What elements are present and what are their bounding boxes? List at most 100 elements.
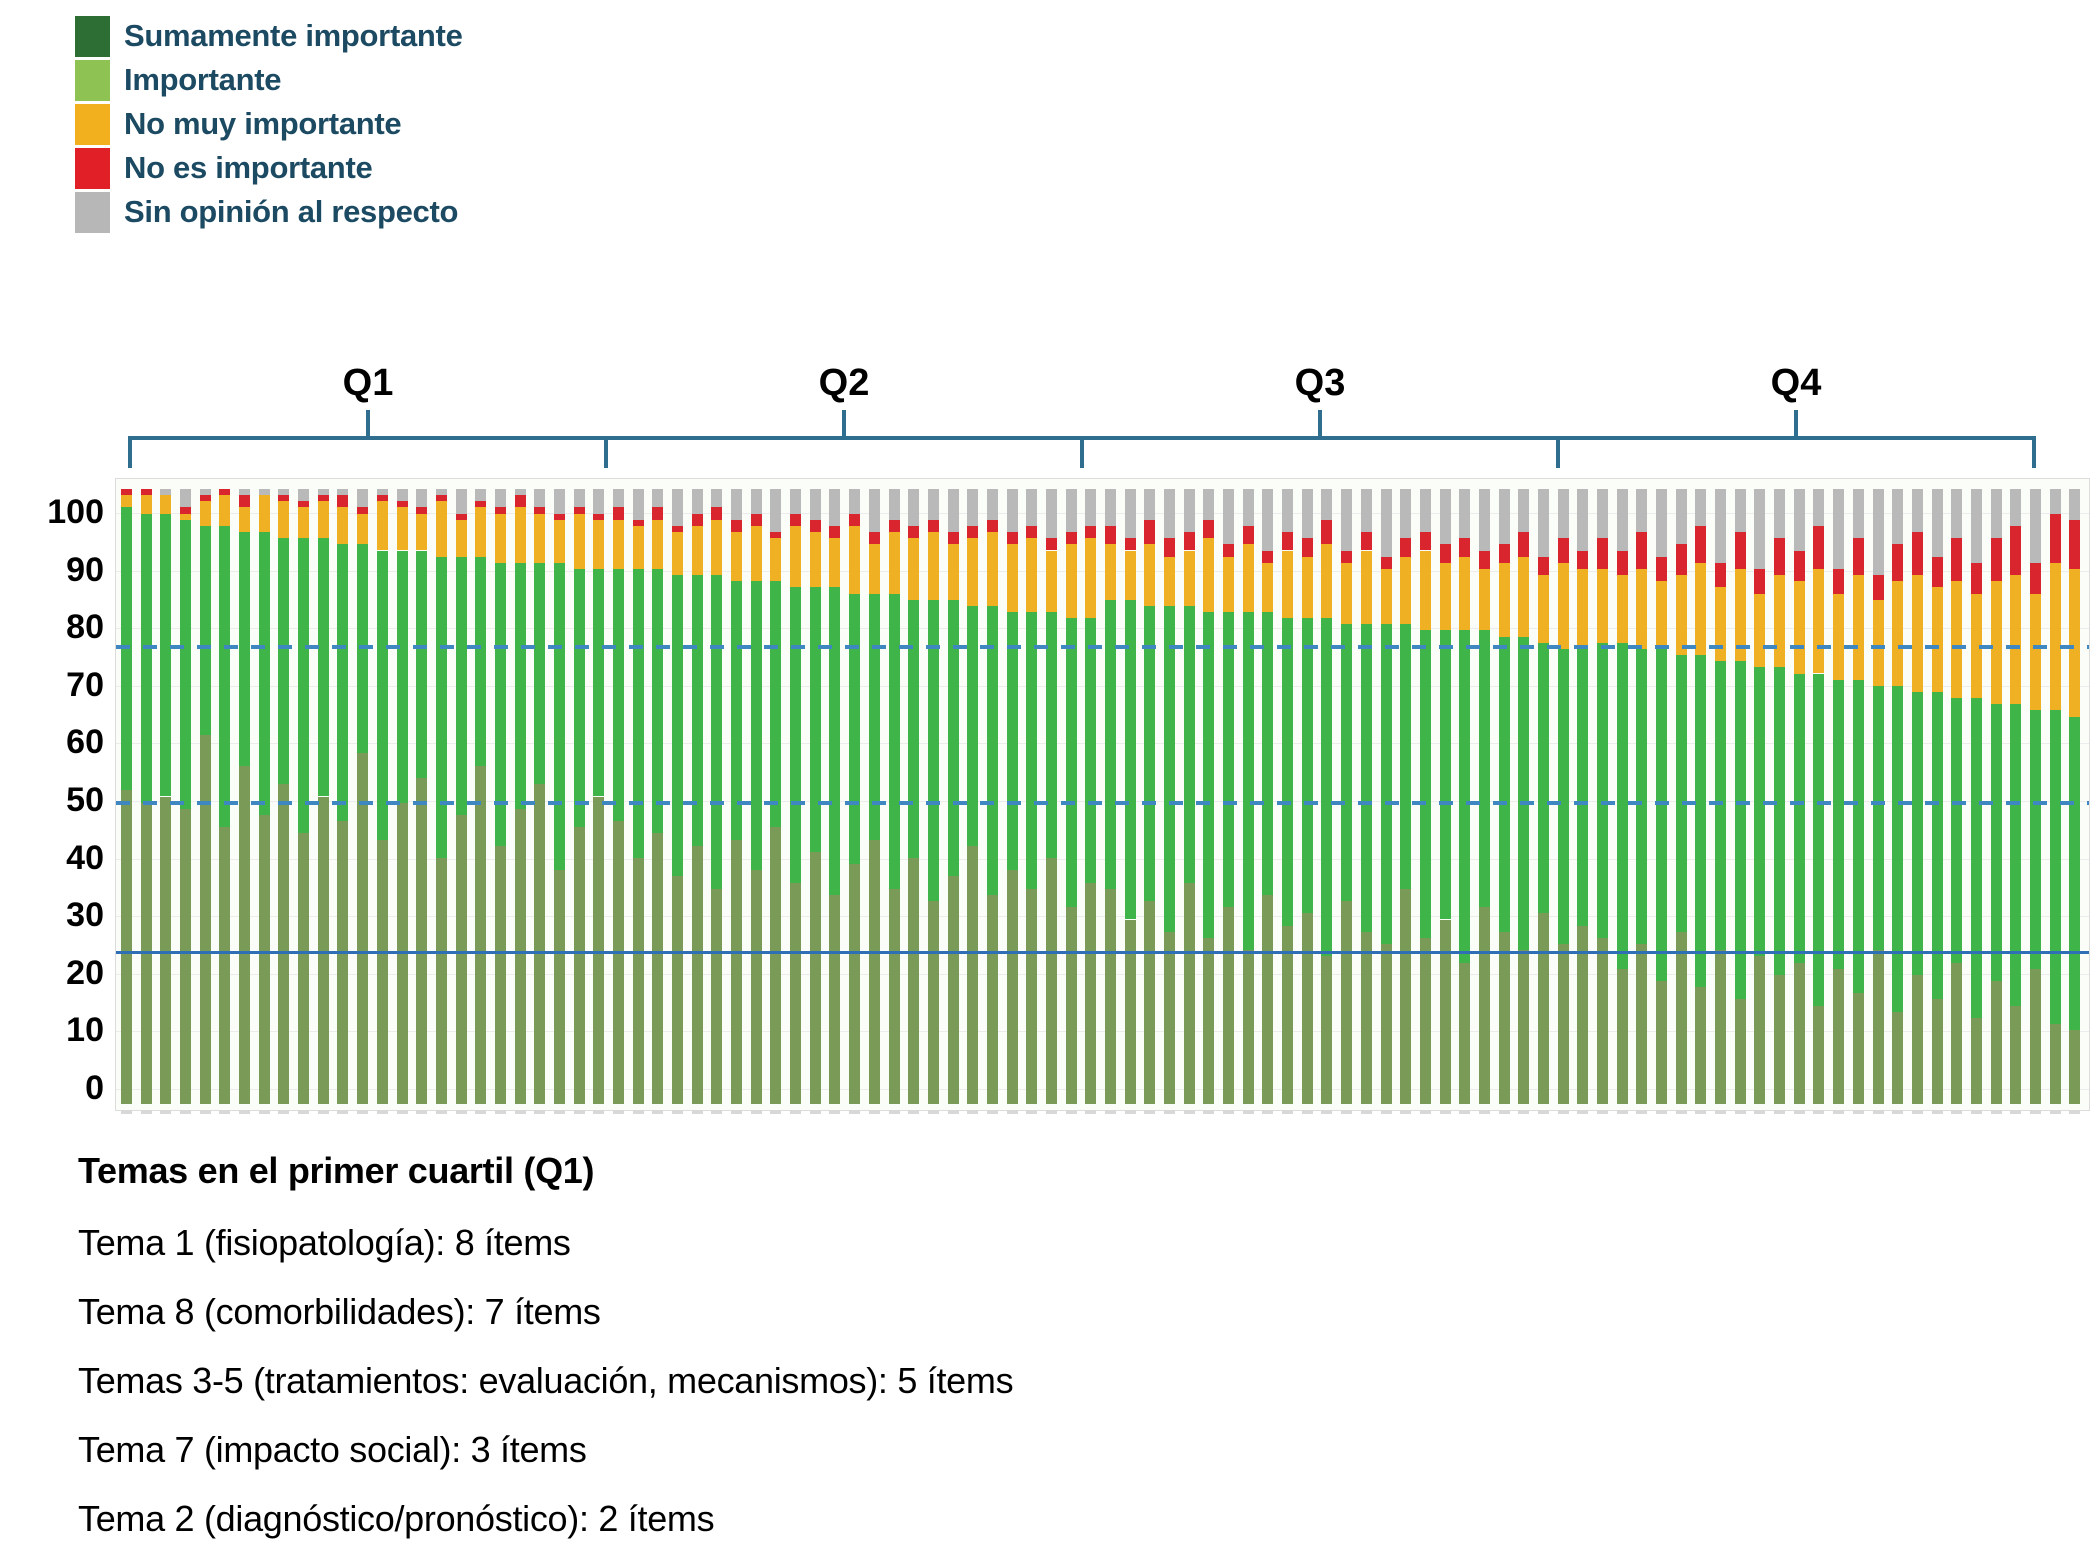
bar-segment: [1026, 525, 1038, 539]
x-tick-smudge: [1518, 1110, 1530, 1114]
bar-segment: [317, 538, 329, 797]
bar-segment: [1951, 581, 1963, 699]
bar-segment: [1537, 575, 1549, 643]
y-tick-label: 10: [66, 1011, 104, 1050]
bar-segment: [1203, 937, 1215, 1104]
bar-segment: [180, 507, 192, 514]
bar-segment: [1970, 562, 1982, 594]
bar-segment: [829, 489, 841, 526]
bar-segment: [1892, 685, 1904, 1012]
bar-segment: [376, 495, 388, 502]
bar-segment: [1951, 698, 1963, 963]
bar-segment: [1813, 568, 1825, 674]
bar-segment: [790, 882, 802, 1104]
bar-segment: [1105, 888, 1116, 1104]
bar-segment: [1793, 962, 1805, 1104]
bar-segment: [1813, 1005, 1825, 1104]
gridline: [116, 743, 2089, 745]
x-tick-smudge: [1715, 1110, 1727, 1114]
x-tick-smudge: [357, 1110, 369, 1114]
x-tick-smudge: [455, 1110, 467, 1114]
bar-segment: [1085, 882, 1097, 1104]
bar-segment: [416, 778, 428, 1104]
bar-segment: [1380, 556, 1392, 569]
bar-segment: [1439, 562, 1451, 631]
bar-segment: [1341, 562, 1353, 625]
bar-segment: [1734, 568, 1746, 662]
bar-segment: [1085, 525, 1097, 539]
bar-segment: [1242, 612, 1254, 951]
bar-segment: [337, 544, 349, 822]
y-tick-label: 0: [85, 1069, 104, 1107]
bar-segment: [180, 519, 192, 809]
bar-segment: [219, 827, 231, 1104]
y-tick-label: 100: [47, 493, 104, 531]
bar-segment: [1852, 679, 1864, 994]
bar-segment: [849, 513, 861, 526]
bar-segment: [534, 507, 546, 514]
bar-segment: [1164, 556, 1176, 606]
bar-segment: [1675, 544, 1687, 576]
bar-segment: [1419, 630, 1431, 938]
bar-segment: [1183, 532, 1195, 551]
bar-segment: [652, 507, 664, 520]
x-tick-smudge: [1597, 1110, 1608, 1114]
bar-segment: [1597, 538, 1608, 569]
bar-segment: [1616, 968, 1628, 1104]
bar-segment: [1164, 605, 1176, 932]
bar-segment: [298, 833, 310, 1104]
bar-segment: [613, 519, 624, 569]
x-tick-smudge: [1223, 1110, 1235, 1114]
bar-segment: [1852, 538, 1864, 576]
bar-segment: [790, 587, 802, 883]
bar-segment: [632, 489, 644, 520]
bar-segment: [1262, 489, 1274, 551]
bar-segment: [986, 605, 998, 895]
bar-segment: [1360, 550, 1372, 625]
x-tick-smudge: [376, 1110, 388, 1114]
bar-segment: [2049, 710, 2061, 1025]
bar-segment: [1656, 981, 1668, 1104]
bar-segment: [927, 901, 939, 1104]
y-tick-label: 70: [66, 665, 104, 704]
bar-segment: [239, 765, 251, 1104]
bar-segment: [770, 581, 782, 828]
x-tick-smudge: [1183, 1110, 1195, 1114]
quartile-label-q3: Q3: [1294, 362, 1346, 404]
bar-segment: [1085, 489, 1097, 526]
bar-segment: [1911, 489, 1923, 533]
bar-segment: [1124, 550, 1136, 600]
x-tick-smudge: [1813, 1110, 1825, 1114]
bar-segment: [1321, 544, 1333, 619]
bar-segment: [809, 519, 821, 533]
bar-segment: [1656, 489, 1668, 557]
bar-segment: [1124, 489, 1136, 539]
bar-segment: [1695, 489, 1707, 526]
bar-segment: [1872, 599, 1884, 686]
bracket-tick-down: [604, 436, 608, 468]
note-line: Tema 1 (fisiopatología): 8 ítems: [78, 1222, 571, 1263]
bar-segment: [435, 556, 447, 858]
bar-segment: [1321, 489, 1333, 520]
bar-segment: [1833, 593, 1845, 680]
bar-segment: [1065, 489, 1077, 533]
gridline: [116, 916, 2089, 918]
bar-segment: [947, 544, 959, 600]
x-tick-smudge: [1144, 1110, 1156, 1114]
x-tick-smudge: [1970, 1110, 1982, 1114]
bar-segment: [573, 568, 585, 828]
bar-segment: [1872, 489, 1884, 576]
x-tick-smudge: [1616, 1110, 1628, 1114]
bar-segment: [1321, 519, 1333, 545]
x-tick-smudge: [1892, 1110, 1904, 1114]
bar-segment: [770, 532, 782, 539]
x-tick-smudge: [140, 1110, 152, 1114]
bar-segment: [1931, 556, 1943, 588]
bar-segment: [573, 827, 585, 1104]
bar-segment: [1301, 618, 1313, 914]
bar-segment: [1321, 618, 1333, 957]
x-tick-smudge: [337, 1110, 349, 1114]
bar-segment: [1144, 489, 1156, 520]
x-tick-smudge: [1419, 1110, 1431, 1114]
x-tick-smudge: [239, 1110, 251, 1114]
